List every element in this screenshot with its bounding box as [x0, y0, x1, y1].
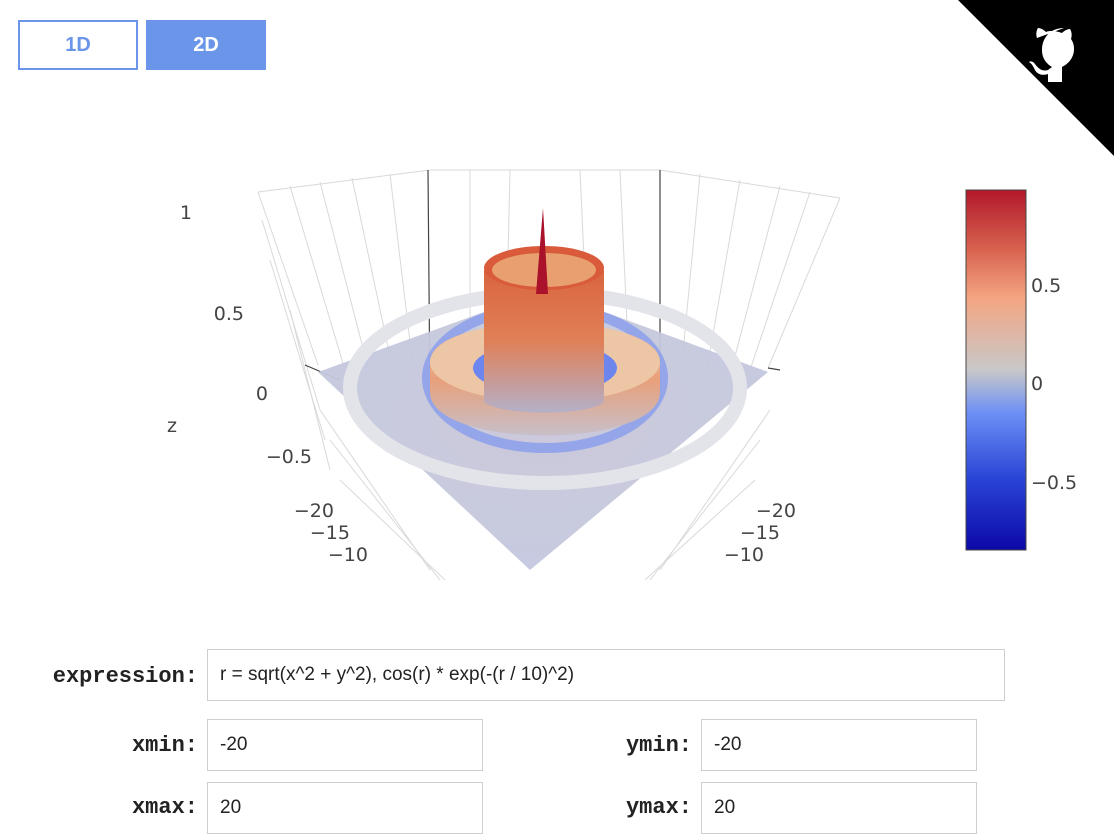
- colorbar-ticks: 0.5 0 −0.5: [1031, 275, 1077, 494]
- x-tick-label: −15: [310, 522, 350, 544]
- mode-2d-button[interactable]: 2D: [146, 20, 266, 70]
- z-tick-label: −0.5: [266, 446, 312, 468]
- z-axis-ticks: 1 0.5 0 −0.5: [180, 202, 312, 468]
- x-tick-label: −10: [328, 544, 368, 566]
- github-octocat-icon: [1029, 28, 1074, 82]
- ymax-input[interactable]: [701, 782, 977, 834]
- expression-input[interactable]: [207, 649, 1005, 701]
- xmax-label: xmax:: [131, 795, 198, 820]
- y-tick-label: −10: [724, 544, 764, 566]
- z-axis-label: z: [167, 415, 177, 437]
- y-tick-label: −20: [756, 500, 796, 522]
- x-tick-label: −20: [294, 500, 334, 522]
- xmin-input[interactable]: [207, 719, 483, 771]
- xmax-input[interactable]: [207, 782, 483, 834]
- expression-label: expression:: [52, 664, 198, 689]
- xmin-label: xmin:: [131, 733, 198, 758]
- y-tick-label: −15: [740, 522, 780, 544]
- x-axis-ticks: −20−15−10: [294, 500, 368, 566]
- github-corner-link[interactable]: [958, 0, 1114, 156]
- mode-1d-button[interactable]: 1D: [18, 20, 138, 70]
- colorbar-tick-label: 0.5: [1031, 275, 1061, 297]
- surface-peak: [536, 208, 548, 294]
- ymin-label: ymin:: [625, 733, 692, 758]
- colorbar-tick-label: 0: [1031, 373, 1043, 395]
- surface-plot[interactable]: 1 0.5 0 −0.5 −20 −15 −10 −20 −15 −10 z 0.5 0 −0.5: [0, 140, 1114, 580]
- ymax-label: ymax:: [625, 795, 692, 820]
- y-axis-ticks: −20−15−10: [724, 500, 796, 566]
- surface-central-cylinder: [484, 270, 604, 413]
- colorbar-tick-label: −0.5: [1031, 472, 1077, 494]
- z-tick-label: 0.5: [214, 303, 244, 325]
- colorbar: [965, 189, 1027, 551]
- ymin-input[interactable]: [701, 719, 977, 771]
- z-tick-label: 0: [256, 383, 268, 405]
- z-tick-label: 1: [180, 202, 192, 224]
